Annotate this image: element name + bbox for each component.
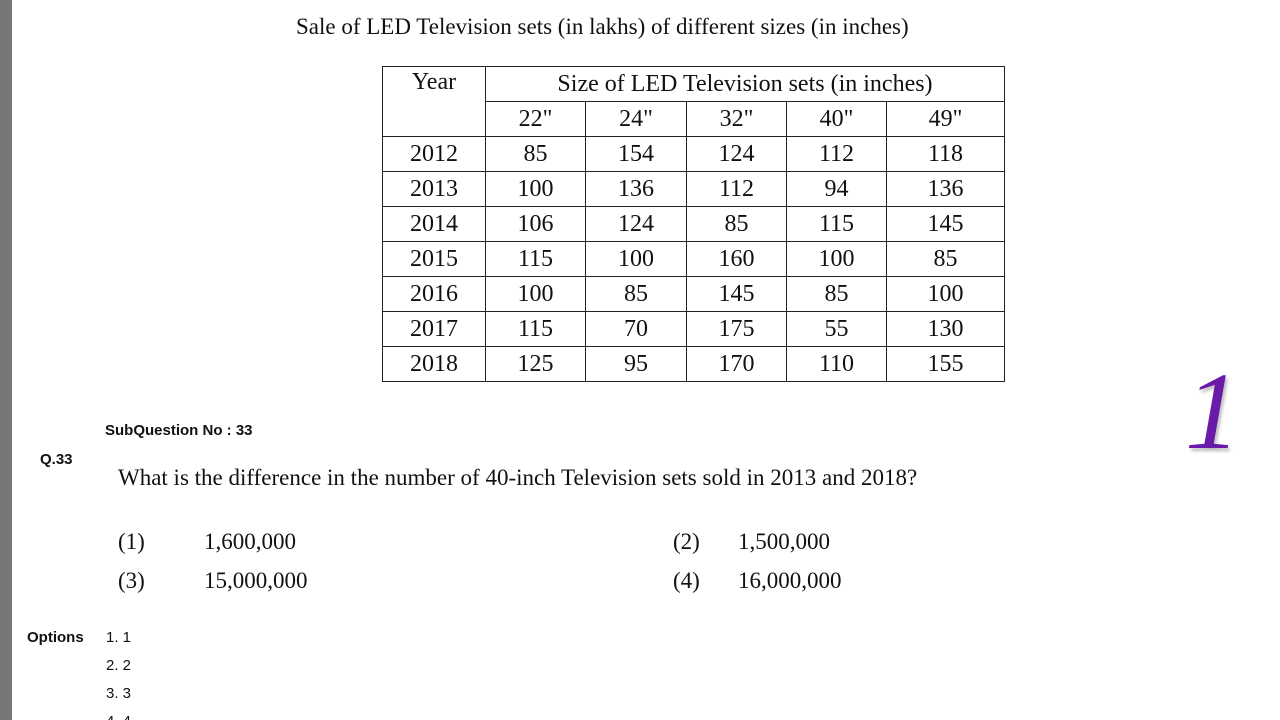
- value-cell: 94: [786, 171, 887, 207]
- data-row: 2018 125 95 170 110 155: [382, 346, 1005, 382]
- value-cell: 130: [886, 311, 1005, 347]
- header-row: Year Size of LED Television sets (in inc…: [382, 66, 1005, 137]
- option: 2. 2: [106, 657, 132, 674]
- value-cell: 136: [585, 171, 687, 207]
- data-row: 2014 106 124 85 115 145: [382, 206, 1005, 242]
- year-cell: 2015: [382, 241, 486, 277]
- year-cell: 2012: [382, 136, 486, 172]
- value-cell: 100: [485, 276, 586, 312]
- data-row: 2016 100 85 145 85 100: [382, 276, 1005, 312]
- value-cell: 125: [485, 346, 586, 382]
- data-row: 2015 115 100 160 100 85: [382, 241, 1005, 277]
- value-cell: 115: [485, 311, 586, 347]
- value-cell: 112: [786, 136, 887, 172]
- year-cell: 2014: [382, 206, 486, 242]
- data-row: 2017 115 70 175 55 130: [382, 311, 1005, 347]
- value-cell: 115: [485, 241, 586, 277]
- year-cell: 2016: [382, 276, 486, 312]
- badge: 1: [1185, 350, 1240, 472]
- choice-number: (3): [118, 568, 145, 593]
- data-row: 2012 85 154 124 112 118: [382, 136, 1005, 172]
- year-header: Year: [382, 66, 486, 137]
- question-text: What is the difference in the number of …: [118, 465, 918, 490]
- choice-number: (4): [673, 568, 700, 593]
- subquestion-label: SubQuestion No : 33: [105, 422, 253, 439]
- year-cell: 2017: [382, 311, 486, 347]
- value-cell: 100: [585, 241, 687, 277]
- option: 3. 3: [106, 685, 132, 702]
- choice-text: 15,000,000: [204, 568, 308, 593]
- size-cell: 22": [485, 101, 586, 137]
- size-cell: 49": [886, 101, 1005, 137]
- value-cell: 55: [786, 311, 887, 347]
- value-cell: 100: [886, 276, 1005, 312]
- choice-number: (1): [118, 529, 145, 554]
- option: 4. 4: [106, 713, 131, 720]
- value-cell: 85: [485, 136, 586, 172]
- value-cell: 110: [786, 346, 887, 382]
- option: 1. 1: [106, 629, 132, 646]
- choice-text: 1,600,000: [204, 529, 296, 554]
- value-cell: 100: [786, 241, 887, 277]
- value-cell: 145: [686, 276, 787, 312]
- value-cell: 118: [886, 136, 1005, 172]
- size-cell: 24": [585, 101, 687, 137]
- data-table: Year Size of LED Television sets (in inc…: [382, 66, 1005, 382]
- year-cell: 2018: [382, 346, 486, 382]
- value-cell: 170: [686, 346, 787, 382]
- value-cell: 85: [786, 276, 887, 312]
- table-title: Sale of LED Television sets (in lakhs) o…: [296, 14, 909, 39]
- value-cell: 154: [585, 136, 687, 172]
- data-row: 2013 100 136 112 94 136: [382, 171, 1005, 207]
- value-cell: 136: [886, 171, 1005, 207]
- value-cell: 175: [686, 311, 787, 347]
- choice-text: 16,000,000: [738, 568, 842, 593]
- value-cell: 115: [786, 206, 887, 242]
- value-cell: 160: [686, 241, 787, 277]
- options-label: Options: [27, 629, 84, 646]
- year-cell: 2013: [382, 171, 486, 207]
- size-header: Size of LED Television sets (in inches): [485, 66, 1005, 102]
- side-bar: [0, 0, 12, 720]
- value-cell: 112: [686, 171, 787, 207]
- size-cell: 40": [786, 101, 887, 137]
- value-cell: 85: [886, 241, 1005, 277]
- value-cell: 95: [585, 346, 687, 382]
- value-cell: 100: [485, 171, 586, 207]
- choice-number: (2): [673, 529, 700, 554]
- value-cell: 106: [485, 206, 586, 242]
- value-cell: 124: [686, 136, 787, 172]
- value-cell: 124: [585, 206, 687, 242]
- table-body: Year Size of LED Television sets (in inc…: [382, 66, 1005, 382]
- value-cell: 85: [585, 276, 687, 312]
- value-cell: 155: [886, 346, 1005, 382]
- choice-text: 1,500,000: [738, 529, 830, 554]
- value-cell: 70: [585, 311, 687, 347]
- question-number: Q.33: [40, 451, 73, 468]
- value-cell: 145: [886, 206, 1005, 242]
- size-cell: 32": [686, 101, 787, 137]
- value-cell: 85: [686, 206, 787, 242]
